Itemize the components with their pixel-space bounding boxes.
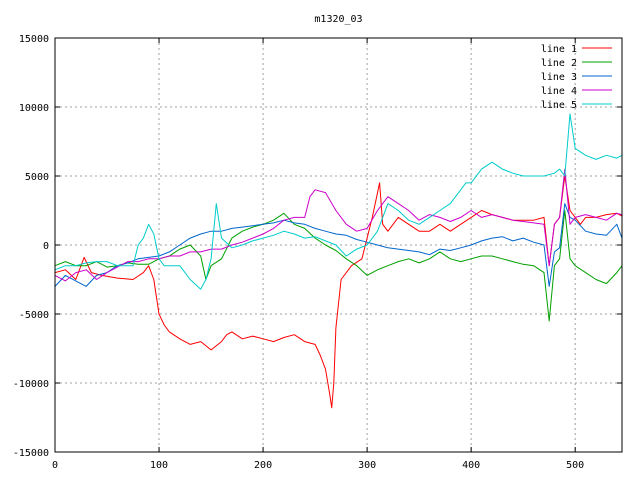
- y-tick-label: -5000: [19, 310, 49, 321]
- legend-label-1: line 1: [541, 44, 577, 55]
- y-tick-label: 5000: [25, 172, 49, 183]
- series-line-3: [54, 203, 623, 287]
- x-tick-label: 400: [462, 460, 480, 471]
- series-line-4: [54, 168, 623, 282]
- y-tick-label: -15000: [13, 448, 49, 459]
- x-tick-label: 0: [52, 460, 58, 471]
- series-line-5: [54, 113, 623, 290]
- y-tick-label: 10000: [19, 103, 49, 114]
- y-tick-label: -10000: [13, 379, 49, 390]
- legend-label-5: line 5: [541, 100, 577, 111]
- x-tick-label: 500: [566, 460, 584, 471]
- y-tick-label: 0: [43, 241, 49, 252]
- legend-label-4: line 4: [541, 86, 577, 97]
- series-line-2: [54, 210, 623, 322]
- x-tick-label: 100: [150, 460, 168, 471]
- legend-label-2: line 2: [541, 58, 577, 69]
- y-tick-label: 15000: [19, 34, 49, 45]
- x-tick-label: 200: [254, 460, 272, 471]
- legend: line 1 line 2 line 3 line 4 line 5: [541, 44, 612, 111]
- series-line-1: [54, 175, 623, 409]
- legend-label-3: line 3: [541, 72, 577, 83]
- axes: 0 100 200 300 400 500 -15000 -10000 -5000 0 5000 10…: [13, 34, 622, 471]
- chart-title: m1320_03: [314, 14, 362, 25]
- series-group: [54, 113, 623, 409]
- x-tick-label: 300: [358, 460, 376, 471]
- grid: [55, 38, 622, 452]
